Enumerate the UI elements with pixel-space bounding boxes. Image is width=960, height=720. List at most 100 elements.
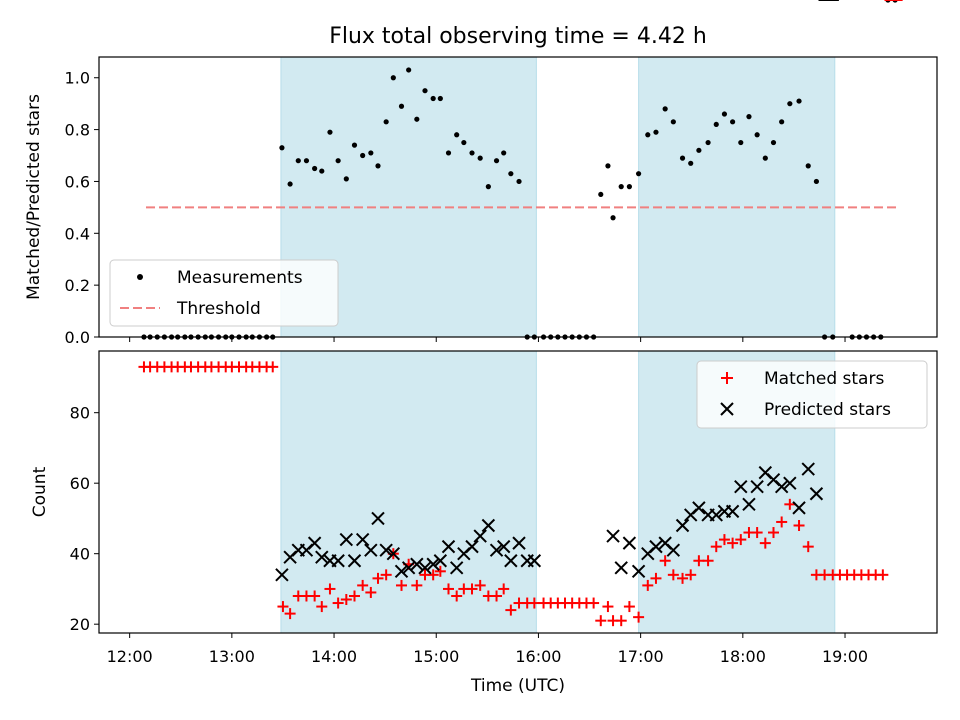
point-0-28 <box>340 594 352 606</box>
point-0-36 <box>406 67 412 73</box>
point-0-26 <box>324 583 336 595</box>
point-1-45-b <box>709 508 723 522</box>
point-0-67 <box>642 579 654 591</box>
point-0-74 <box>705 139 711 146</box>
point-1-56 <box>801 462 815 476</box>
legend-marker-0 <box>721 372 733 384</box>
y-tick-label-1: 0.2 <box>65 276 90 295</box>
point-1-9-b <box>347 554 362 568</box>
point-0-41 <box>445 150 452 156</box>
point-0-86 <box>805 163 811 169</box>
point-1-57-b <box>809 487 824 501</box>
point-1-16-b <box>401 561 416 575</box>
legend-label-0: Matched stars <box>764 369 884 389</box>
point-0-38 <box>422 88 428 94</box>
legend-bottom: Matched stars Predicted stars <box>696 360 928 429</box>
point-0-35 <box>395 579 407 591</box>
point-1-24 <box>465 539 479 554</box>
point-1-55 <box>792 501 806 515</box>
point-1-38 <box>649 539 663 554</box>
point-1-54 <box>783 476 797 490</box>
legend-label-0: Measurements <box>177 268 303 288</box>
point-0-96 <box>877 569 889 581</box>
point-0-33 <box>380 569 392 581</box>
point-0-34 <box>390 75 396 81</box>
point-1-35 <box>622 536 637 550</box>
point-0-62 <box>605 163 611 169</box>
point-0-41 <box>443 583 455 595</box>
point-1-50 <box>750 480 764 494</box>
legend-top: Measurements Threshold <box>109 259 339 327</box>
point-1-56-b <box>801 462 815 476</box>
point-0-48 <box>501 150 507 156</box>
point-1-48 <box>734 480 748 494</box>
y-tick-label-5: 1.0 <box>65 69 90 88</box>
panel-ratio: 0.0 0.2 0.4 0.6 0.8 1.0 Matched/Predicted sta… <box>24 0 938 347</box>
point-0-82 <box>767 527 779 539</box>
point-0-49 <box>508 171 514 177</box>
legend-label-1: Threshold <box>176 299 261 319</box>
point-1-33 <box>606 529 620 543</box>
x-axis-bottom: 12:00 13:00 14:00 15:00 16:00 17:00 18:00 19:00 <box>107 633 868 666</box>
point-0-80 <box>751 527 763 539</box>
x-tick-label-0: 12:00 <box>107 647 153 666</box>
point-1-47-b <box>725 504 740 519</box>
point-1-5-b <box>315 550 329 564</box>
point-1-13-b <box>379 543 393 557</box>
point-0-64 <box>615 615 627 627</box>
point-1-17 <box>410 557 424 571</box>
point-1-18-b <box>418 561 432 575</box>
point-1-33-b <box>606 529 620 543</box>
point-0-75 <box>710 541 722 553</box>
x-axis-label: Time (UTC) <box>470 676 565 696</box>
point-0-31 <box>368 150 374 156</box>
point-0-37 <box>411 579 423 591</box>
point-0-42 <box>454 132 460 138</box>
point-0-48 <box>498 583 510 595</box>
point-1-28-b <box>496 539 511 554</box>
point-0-45 <box>474 579 486 591</box>
point-0-72 <box>688 160 694 166</box>
x-tick-label-3: 15:00 <box>413 647 459 666</box>
legend-label-1: Predicted stars <box>764 400 891 420</box>
point-0-23 <box>303 158 310 164</box>
point-0-70 <box>667 569 679 581</box>
legend-marker-1-b <box>720 402 734 416</box>
point-0-47 <box>493 158 500 164</box>
point-1-0 <box>275 568 289 582</box>
point-0-63 <box>610 215 616 221</box>
point-1-32 <box>527 554 542 568</box>
point-0-29 <box>351 142 358 148</box>
point-0-35 <box>398 103 405 109</box>
point-1-28 <box>496 539 511 554</box>
point-1-53-b <box>774 480 789 494</box>
point-0-52 <box>528 597 540 609</box>
point-1-22-b <box>449 561 464 575</box>
point-0-27 <box>332 597 344 609</box>
point-0-66 <box>633 611 645 623</box>
point-0-43 <box>461 139 467 146</box>
point-1-57 <box>809 487 824 501</box>
point-1-36 <box>631 564 646 579</box>
point-1-40-b <box>666 543 681 557</box>
point-0-32 <box>372 572 384 584</box>
point-0-84 <box>784 498 796 510</box>
point-0-80 <box>754 132 760 138</box>
point-1-40 <box>666 543 681 557</box>
point-0-71 <box>679 155 686 161</box>
point-1-16 <box>401 561 416 575</box>
point-1-48-b <box>734 480 748 494</box>
point-0-62 <box>602 601 614 613</box>
point-1-47 <box>725 504 740 519</box>
point-0-45 <box>477 155 483 161</box>
point-1-20 <box>433 554 448 568</box>
y-tick-label-3: 0.6 <box>65 172 90 191</box>
point-0-37 <box>414 116 420 122</box>
point-0-32 <box>375 163 381 169</box>
point-0-86 <box>802 541 814 553</box>
point-1-7 <box>331 554 345 568</box>
point-0-20 <box>279 145 285 151</box>
point-0-74 <box>702 555 714 567</box>
